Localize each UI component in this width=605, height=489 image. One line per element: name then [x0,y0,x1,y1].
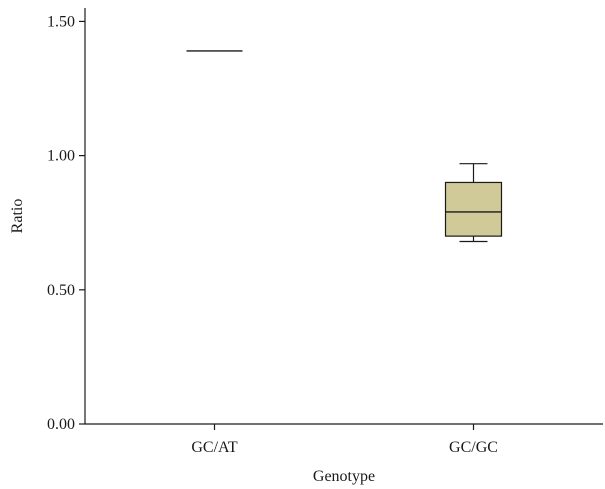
interquartile-box [444,181,503,237]
y-tick-label: 0.00 [47,416,75,433]
x-axis-label: Genotype [313,468,375,485]
y-axis-label: Ratio [9,199,26,234]
y-tick-label: 0.50 [47,282,75,299]
x-tick-label: GC/GC [449,439,498,456]
x-tick-label: GC/AT [191,439,237,456]
plot-marks [186,50,503,243]
axes: 0.00 0.50 1.00 1.50 GC/AT GC/GC [47,8,603,456]
box-gc-gc [444,163,503,243]
y-tick-label: 1.50 [47,13,75,30]
y-tick-label: 1.00 [47,148,75,165]
